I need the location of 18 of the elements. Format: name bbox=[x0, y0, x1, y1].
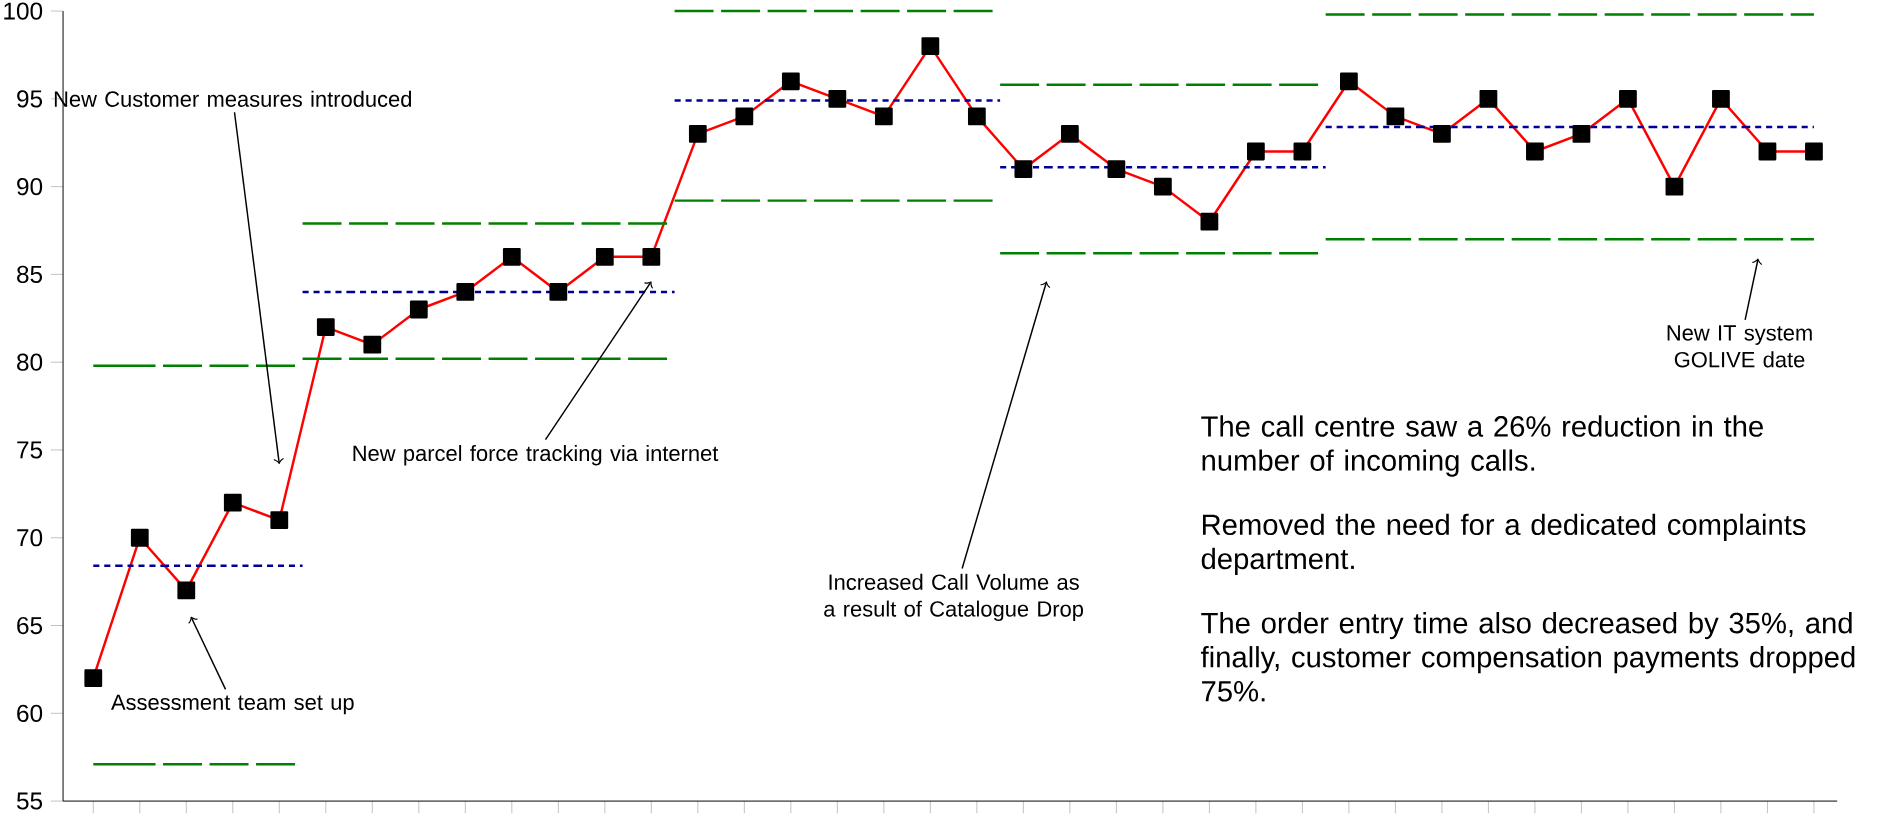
y-tick-label: 100 bbox=[4, 2, 43, 20]
y-tick-label: 95 bbox=[17, 90, 43, 108]
y-tick-label: 90 bbox=[17, 178, 43, 196]
annotation: Removed the need for a dedicated complaints department. bbox=[1201, 513, 1806, 575]
annotation: New IT system GOLIVE date bbox=[1667, 325, 1812, 368]
annotation: The order entry time also decreased by 35%, and finally, customer compensation payments dropped 75%. bbox=[1201, 611, 1855, 702]
y-tick-label: 85 bbox=[17, 265, 43, 283]
y-tick-label: 55 bbox=[16, 792, 43, 810]
annotation: Assessment team set up bbox=[111, 694, 354, 715]
y-tick-label: 60 bbox=[17, 704, 43, 722]
annotation: The call centre saw a 26% reduction in the number of incoming calls. bbox=[1201, 415, 1763, 477]
y-tick-label: 80 bbox=[17, 353, 43, 371]
annotation: New Customer measures introduced bbox=[54, 90, 412, 107]
y-tick-label: 75 bbox=[17, 441, 43, 459]
annotation: New parcel force tracking via internet bbox=[353, 445, 719, 466]
y-tick-label: 65 bbox=[17, 616, 43, 635]
annotation: Increased Call Volume as a result of Catalogue Drop bbox=[824, 573, 1084, 622]
y-tick-label: 70 bbox=[17, 529, 43, 547]
